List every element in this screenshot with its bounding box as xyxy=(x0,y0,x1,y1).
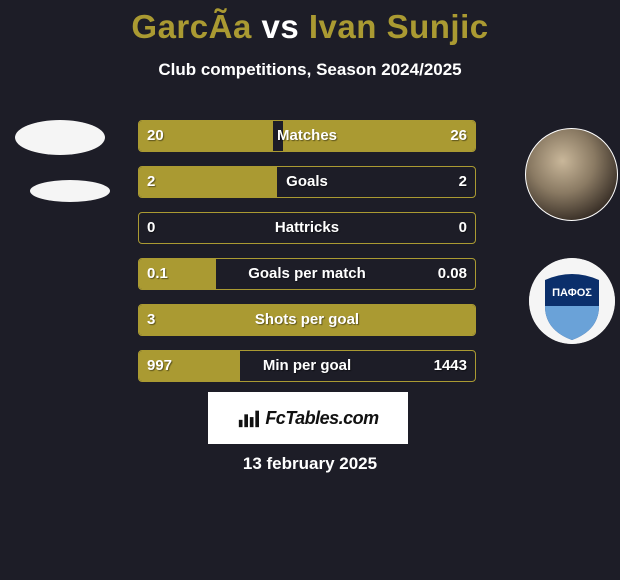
subtitle: Club competitions, Season 2024/2025 xyxy=(0,60,620,80)
stat-label: Goals xyxy=(139,167,475,197)
bars-icon xyxy=(237,407,259,429)
stat-row: 22Goals xyxy=(138,166,476,198)
stat-row: 2026Matches xyxy=(138,120,476,152)
title-vs: vs xyxy=(261,8,299,45)
stat-row: 3Shots per goal xyxy=(138,304,476,336)
title-left: GarcÃ­a xyxy=(131,8,251,45)
stat-row: 9971443Min per goal xyxy=(138,350,476,382)
logo-text: FcTables.com xyxy=(265,408,378,429)
stat-label: Hattricks xyxy=(139,213,475,243)
left-team-crest xyxy=(30,180,110,202)
left-player-avatar xyxy=(15,120,105,155)
stat-label: Goals per match xyxy=(139,259,475,289)
stat-label: Shots per goal xyxy=(139,305,475,335)
stats-area: 2026Matches 22Goals 00Hattricks 0.10.08Goal… xyxy=(138,120,476,396)
comparison-title: GarcÃ­a vs Ivan Sunjic xyxy=(0,0,620,46)
stat-row: 00Hattricks xyxy=(138,212,476,244)
stat-label: Matches xyxy=(139,121,475,151)
right-player-avatar xyxy=(525,128,618,221)
date-line: 13 february 2025 xyxy=(0,454,620,474)
crest-text: ΠΑΦΟΣ xyxy=(552,287,592,299)
source-logo: FcTables.com xyxy=(208,392,408,444)
title-right: Ivan Sunjic xyxy=(309,8,489,45)
stat-label: Min per goal xyxy=(139,351,475,381)
right-team-crest: ΠΑΦΟΣ xyxy=(529,258,615,344)
stat-row: 0.10.08Goals per match xyxy=(138,258,476,290)
